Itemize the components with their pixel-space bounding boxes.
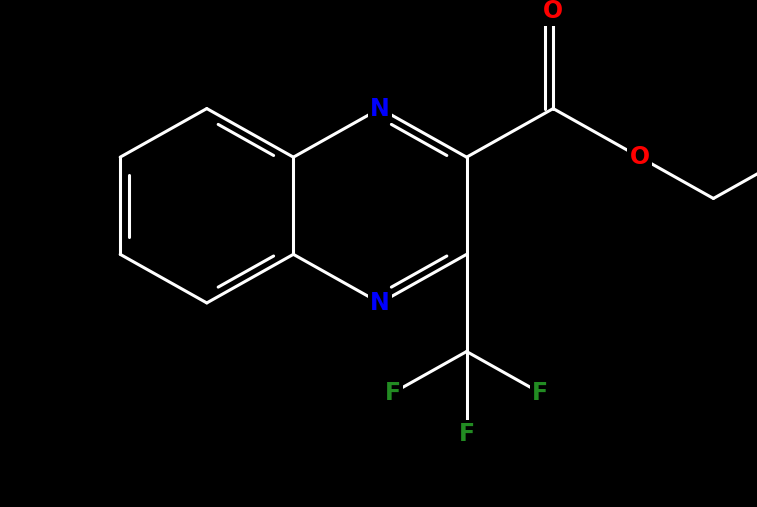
Text: O: O xyxy=(630,145,650,169)
Text: N: N xyxy=(370,96,390,121)
Text: F: F xyxy=(532,381,548,405)
Text: F: F xyxy=(459,422,475,446)
Text: F: F xyxy=(385,381,401,405)
Text: N: N xyxy=(370,291,390,315)
Text: O: O xyxy=(543,0,563,23)
